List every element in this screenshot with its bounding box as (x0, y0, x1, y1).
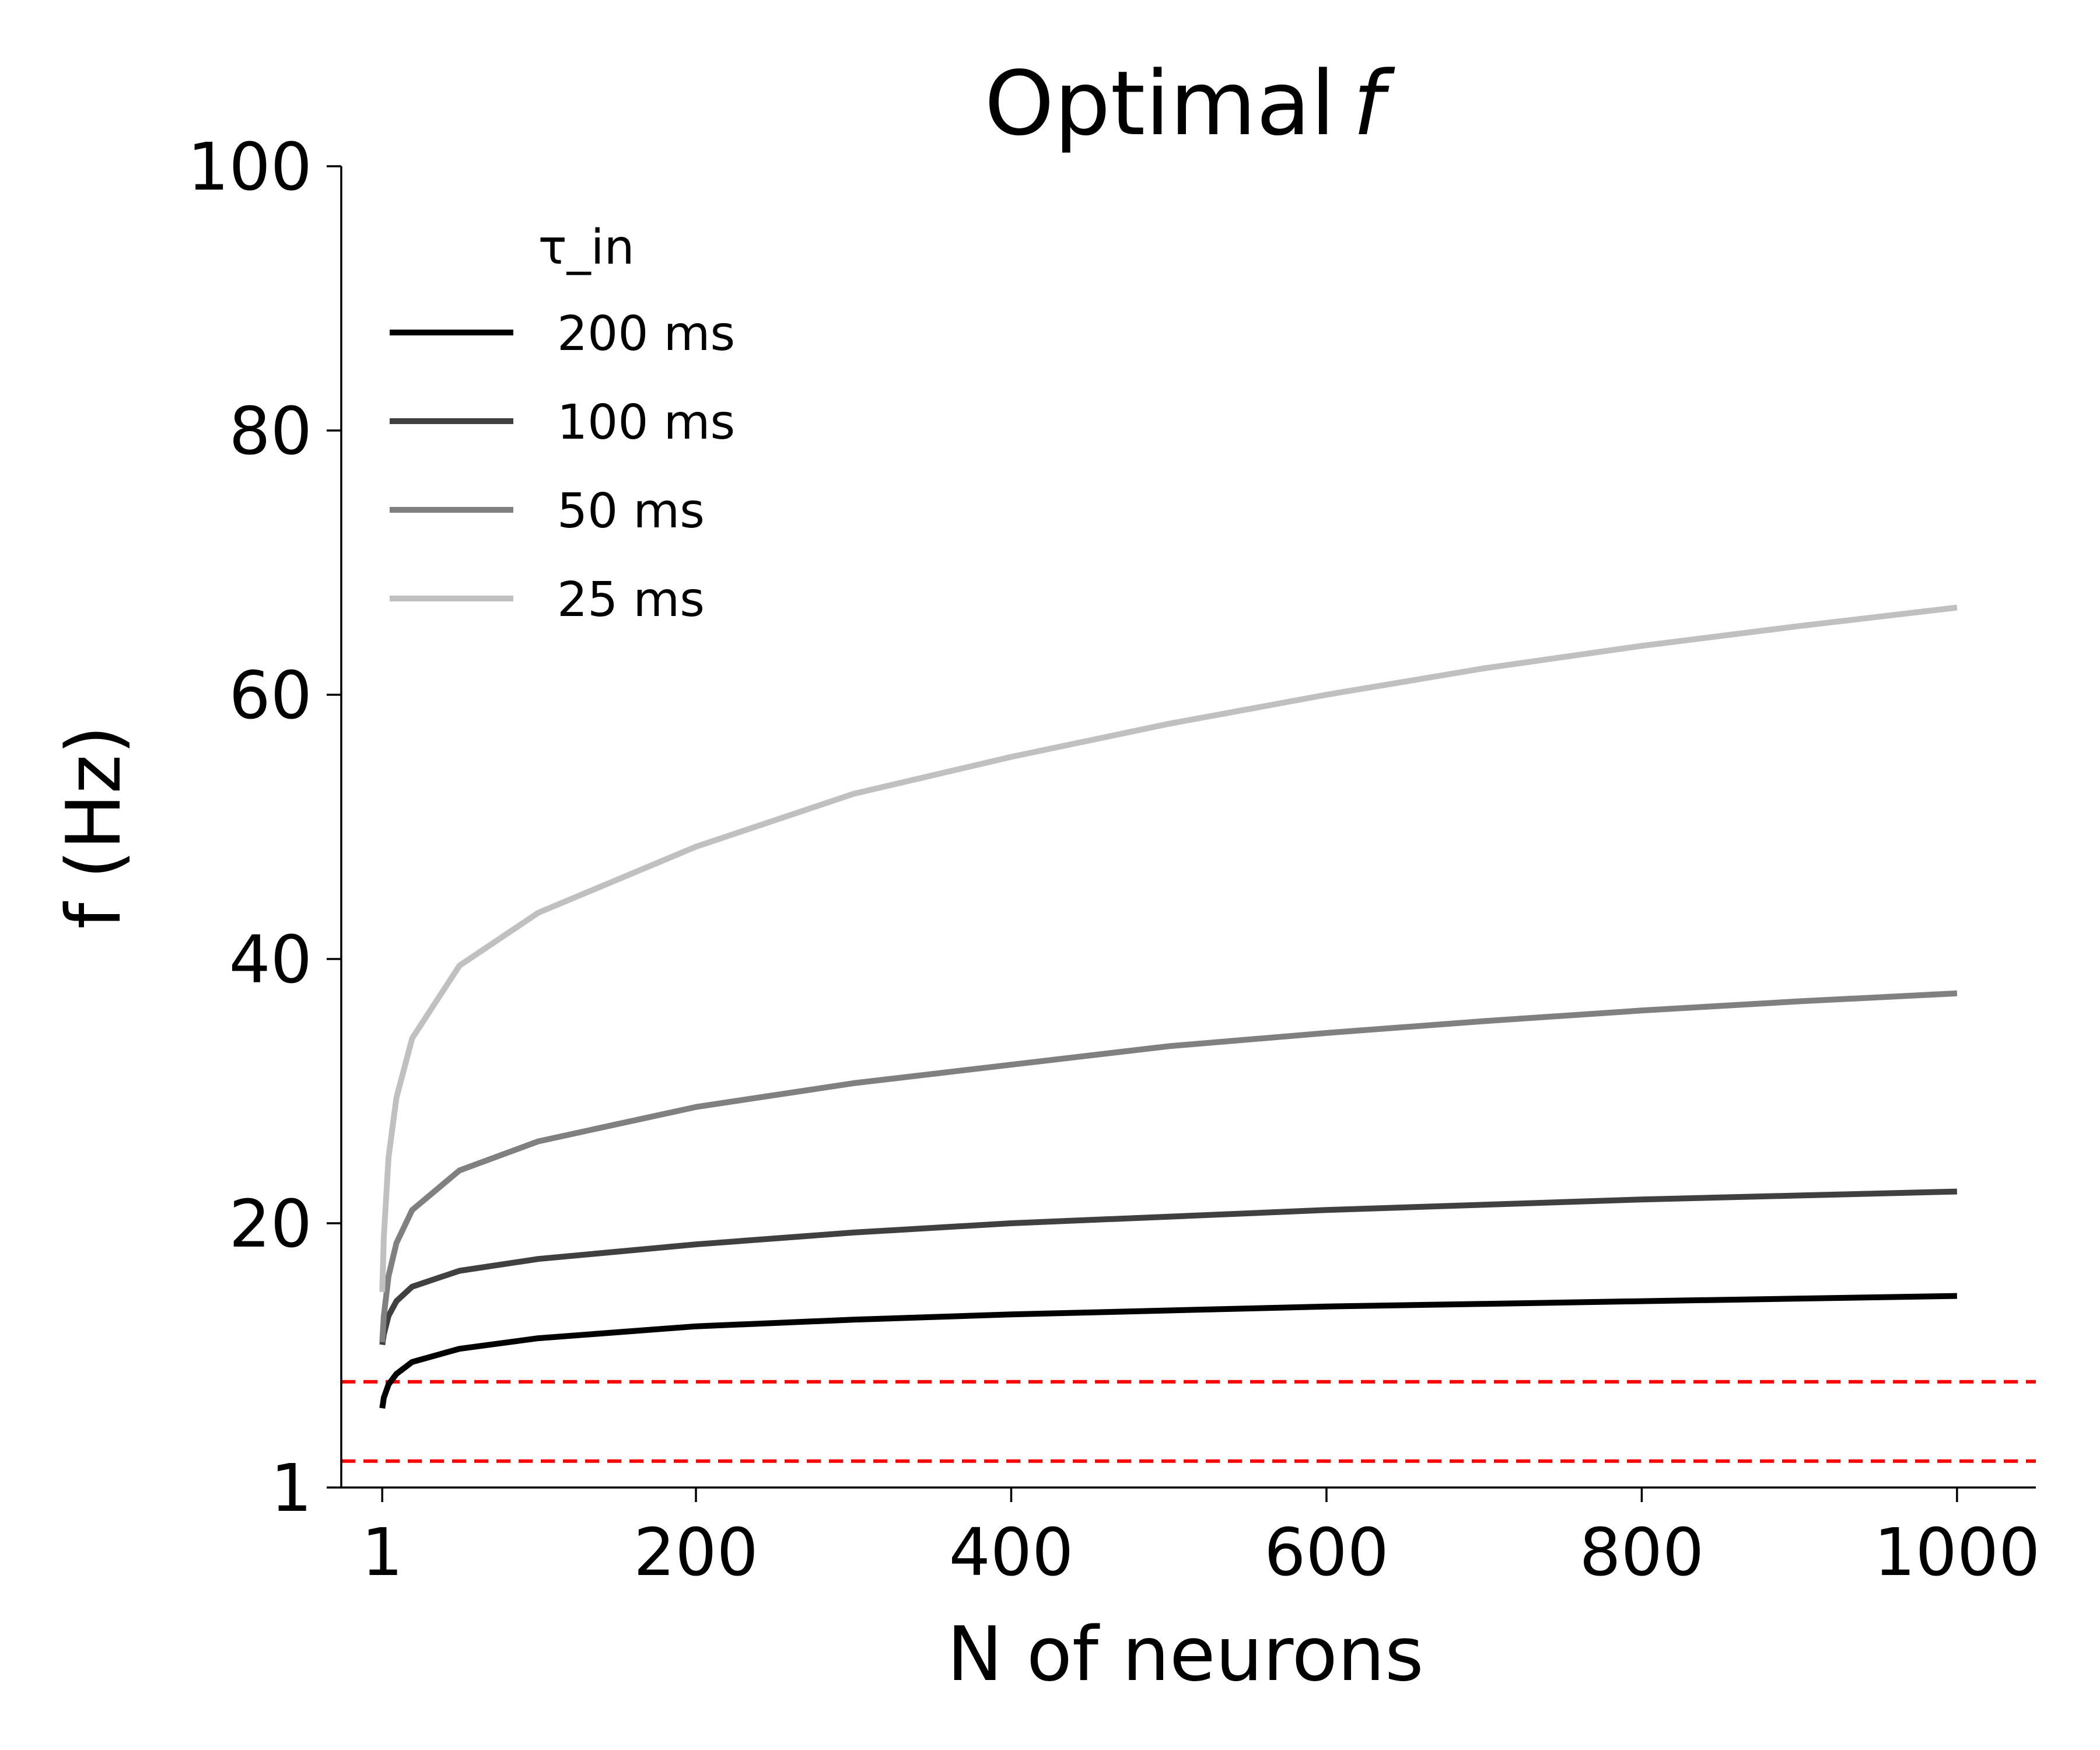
x-tick-label: 1 (362, 1515, 403, 1591)
series-line-100-ms (379, 1188, 1958, 1346)
y-tick-label: 1 (271, 1451, 312, 1527)
y-axis-label: f (Hz) (51, 725, 138, 929)
series-line-50-ms (379, 990, 1958, 1343)
legend-label-25-ms: 25 ms (557, 572, 705, 628)
y-tick-label: 20 (229, 1186, 312, 1262)
y-tick-label: 100 (187, 130, 312, 205)
x-ticks: 1 200 400 600 800 1000 (362, 1488, 2040, 1591)
y-tick-label: 60 (229, 658, 312, 734)
chart-title-text: Optimal (985, 52, 1335, 155)
axes (340, 166, 2036, 1489)
legend-label-200-ms: 200 ms (557, 306, 735, 362)
x-tick-label: 1000 (1874, 1515, 2040, 1591)
x-tick-label: 400 (949, 1515, 1074, 1591)
y-tick-label: 80 (229, 394, 312, 470)
legend-label-50-ms: 50 ms (557, 484, 705, 539)
x-tick-label: 200 (634, 1515, 758, 1591)
reference-lines (341, 1380, 2036, 1463)
chart-title: Optimal f (985, 52, 1395, 155)
series-lines (379, 604, 1958, 1409)
x-axis-label: N of neurons (947, 1611, 1423, 1698)
legend-label-100-ms: 100 ms (557, 395, 735, 450)
series-line-200-ms (379, 1293, 1957, 1409)
x-tick-label: 800 (1580, 1515, 1704, 1591)
legend-title: τ_in (538, 220, 634, 275)
y-tick-label: 40 (229, 922, 312, 998)
series-line-25-ms (379, 604, 1958, 1292)
y-ticks: 1 20 40 60 80 100 (187, 130, 341, 1527)
x-tick-label: 600 (1264, 1515, 1389, 1591)
chart-title-symbol: f (1353, 52, 1395, 155)
legend: τ_in 200 ms 100 ms 50 ms 25 ms (390, 220, 735, 628)
